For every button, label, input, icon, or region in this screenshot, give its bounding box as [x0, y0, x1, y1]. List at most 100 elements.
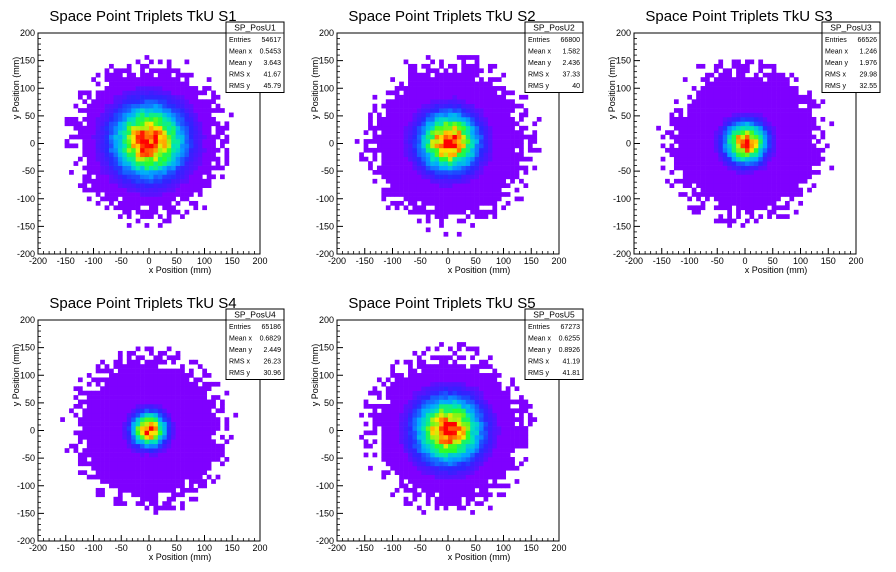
heatmap-bin	[100, 130, 105, 135]
heatmap-bin	[448, 426, 453, 431]
heatmap-bin	[430, 103, 435, 109]
heatmap-bin	[390, 443, 396, 449]
heatmap-bin	[736, 90, 741, 96]
heatmap-bin	[492, 170, 498, 175]
heatmap-bin	[443, 125, 449, 131]
heatmap-bin	[425, 487, 431, 493]
heatmap-bin	[184, 465, 190, 471]
heatmap-bin	[394, 386, 400, 392]
heatmap-bin	[430, 161, 435, 166]
heatmap-bin	[452, 492, 458, 498]
heatmap-bin	[425, 170, 431, 175]
heatmap-bin	[215, 125, 221, 131]
heatmap-bin	[753, 134, 759, 140]
heatmap-bin	[376, 403, 382, 409]
heatmap-bin	[109, 187, 114, 193]
heatmap-bin	[820, 99, 826, 105]
heatmap-bin	[91, 443, 97, 449]
heatmap-bin	[140, 452, 145, 458]
heatmap-bin	[184, 461, 190, 467]
heatmap-bin	[798, 94, 804, 100]
heatmap-bin	[465, 457, 471, 462]
heatmap-bin	[479, 386, 484, 392]
heatmap-bin	[532, 165, 538, 171]
heatmap-bin	[430, 373, 435, 378]
heatmap-bin	[166, 501, 172, 506]
heatmap-bin	[434, 412, 440, 418]
heatmap-bin	[452, 99, 458, 105]
heatmap-bin	[206, 381, 212, 387]
heatmap-bin	[425, 209, 431, 215]
heatmap-bin	[421, 457, 427, 462]
y-tick-label: 100	[319, 83, 334, 93]
heatmap-bin	[816, 147, 821, 153]
heatmap-bin	[95, 421, 101, 427]
heatmap-bin	[434, 386, 440, 392]
heatmap-bin	[135, 465, 141, 471]
heatmap-bin	[753, 165, 759, 171]
heatmap-bin	[439, 408, 444, 414]
heatmap-bin	[385, 192, 391, 197]
heatmap-bin	[425, 430, 431, 436]
heatmap-bin	[224, 139, 230, 144]
heatmap-bin	[408, 94, 413, 100]
heatmap-bin	[753, 116, 759, 122]
heatmap-bin	[157, 421, 163, 427]
heatmap-bin	[496, 112, 502, 118]
heatmap-bin	[691, 125, 697, 131]
heatmap-bin	[456, 426, 462, 431]
heatmap-bin	[731, 165, 737, 171]
heatmap-bin	[408, 377, 413, 383]
heatmap-bin	[157, 86, 163, 91]
heatmap-bin	[140, 474, 145, 480]
heatmap-bin	[188, 430, 194, 436]
stats-row-label: RMS x	[229, 72, 251, 79]
heatmap-bin	[740, 63, 746, 69]
heatmap-bin	[77, 457, 83, 462]
heatmap-bin	[789, 178, 795, 184]
heatmap-bin	[421, 364, 427, 369]
heatmap-bin	[452, 465, 458, 471]
x-tick-label: 150	[524, 256, 539, 266]
heatmap-bin	[202, 439, 208, 445]
heatmap-bin	[713, 218, 719, 224]
heatmap-bin	[448, 103, 453, 109]
heatmap-bin	[122, 408, 128, 414]
heatmap-bin	[718, 214, 724, 219]
heatmap-bin	[483, 134, 489, 140]
heatmap-bin	[122, 121, 128, 127]
heatmap-bin	[162, 505, 168, 511]
heatmap-bin	[100, 116, 105, 122]
heatmap-bin	[385, 434, 391, 440]
heatmap-bin	[501, 143, 507, 149]
heatmap-bin	[149, 205, 154, 211]
heatmap-bin	[390, 426, 396, 431]
heatmap-bin	[399, 434, 404, 440]
heatmap-bin	[117, 187, 123, 193]
heatmap-bin	[135, 355, 141, 361]
heatmap-bin	[483, 439, 489, 445]
y-tick-label: 200	[616, 28, 631, 38]
heatmap-bin	[487, 68, 493, 74]
heatmap-bin	[135, 147, 141, 153]
heatmap-bin	[461, 94, 467, 100]
heatmap-bin	[767, 99, 772, 105]
heatmap-bin	[122, 479, 128, 484]
heatmap-bin	[465, 196, 471, 202]
heatmap-bin	[430, 59, 435, 65]
heatmap-bin	[430, 403, 435, 409]
heatmap-bin	[215, 421, 221, 427]
heatmap-bin	[95, 434, 101, 440]
heatmap-bin	[77, 439, 83, 445]
heatmap-bin	[811, 152, 817, 158]
heatmap-bin	[474, 125, 480, 131]
heatmap-bin	[175, 461, 181, 467]
heatmap-bin	[456, 90, 462, 96]
heatmap-bin	[135, 174, 141, 180]
heatmap-bin	[166, 443, 172, 449]
heatmap-bin	[166, 505, 172, 511]
heatmap-bin	[77, 417, 83, 422]
heatmap-bin	[140, 112, 145, 118]
heatmap-bin	[767, 165, 772, 171]
heatmap-bin	[740, 86, 746, 91]
